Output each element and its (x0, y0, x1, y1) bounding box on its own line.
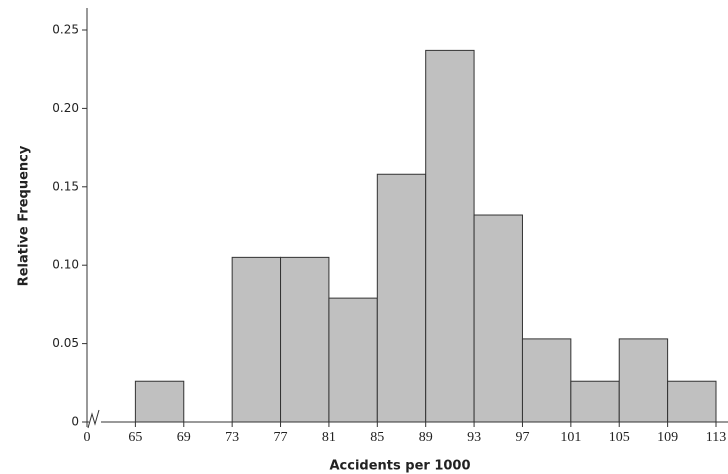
x-tick-label: 97 (515, 430, 529, 445)
x-tick-label: 89 (419, 430, 433, 445)
y-tick-label: 0.25 (52, 23, 79, 37)
x-tick-label: 109 (657, 430, 678, 445)
x-tick-label: 85 (370, 430, 384, 445)
bar (280, 256, 330, 423)
x-tick-label: 105 (609, 430, 630, 445)
x-tick-label: 93 (467, 430, 481, 445)
y-axis-label: Relative Frequency (17, 145, 32, 286)
y-tick-label: 0 (71, 415, 79, 429)
bar (473, 214, 523, 423)
bar (376, 173, 427, 423)
x-tick-label: 0 (84, 430, 91, 445)
y-tick-label: 0.15 (52, 179, 79, 193)
bar (521, 338, 572, 423)
bar (570, 380, 620, 423)
x-tick-label: 69 (177, 430, 191, 445)
axis-break-gap (89, 414, 101, 430)
bar (231, 256, 282, 423)
y-tick-label: 0.05 (52, 336, 79, 350)
x-tick-label: 101 (560, 430, 581, 445)
bar (667, 380, 717, 423)
x-tick-label: 113 (706, 430, 726, 445)
y-tick-label: 0.10 (52, 258, 79, 272)
x-axis-label: Accidents per 1000 (329, 459, 470, 474)
x-tick-label: 73 (225, 430, 239, 445)
bar (425, 49, 475, 423)
axis-break (87, 409, 100, 429)
x-tick-label: 65 (128, 430, 142, 445)
x-tick-label: 81 (322, 430, 336, 445)
y-tick-label: 0.20 (52, 101, 79, 115)
bar (618, 338, 669, 423)
bar (134, 380, 185, 423)
bar (328, 297, 378, 423)
x-tick-label: 77 (274, 430, 288, 445)
